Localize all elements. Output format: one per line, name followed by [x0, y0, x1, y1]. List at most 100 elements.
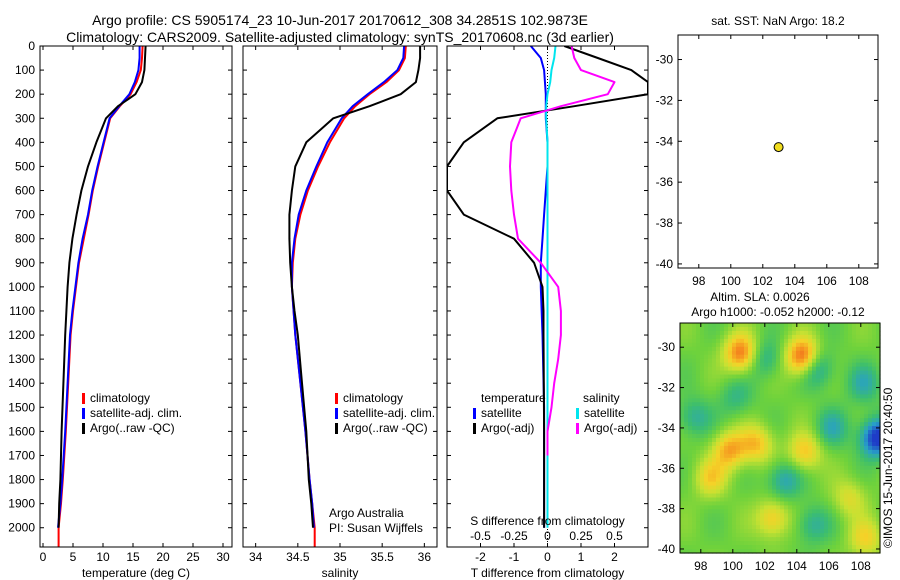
sla-heatmap-cell [692, 386, 697, 392]
sla-heatmap-cell [824, 481, 829, 487]
sla-heatmap-cell [872, 545, 877, 550]
sla-heatmap-cell [708, 549, 713, 554]
sla-heatmap-cell [748, 541, 753, 546]
sla-heatmap-cell [764, 441, 769, 447]
sla-heatmap-cell [684, 394, 689, 399]
sla-heatmap-cell [724, 323, 729, 328]
sla-heatmap-cell [740, 406, 745, 411]
sla-heatmap-cell [764, 465, 769, 471]
sla-heatmap-cell [680, 386, 685, 392]
sla-heatmap-cell [744, 390, 749, 395]
sla-heatmap-cell [788, 465, 793, 471]
sla-heatmap-cell [856, 457, 861, 463]
sla-heatmap-cell [732, 525, 737, 530]
sla-heatmap-cell [696, 489, 701, 495]
sla-heatmap-cell [692, 453, 697, 459]
sla-heatmap-cell [868, 366, 873, 372]
sla-heatmap-cell [712, 525, 717, 530]
sla-heatmap-cell [724, 374, 729, 380]
sla-heatmap-cell [712, 485, 717, 491]
sla-heatmap-cell [820, 465, 825, 471]
sla-heatmap-cell [692, 525, 697, 530]
sla-heatmap-cell [820, 441, 825, 447]
sla-heatmap-cell [732, 378, 737, 384]
sla-heatmap-cell [772, 545, 777, 550]
sla-heatmap-cell [776, 517, 781, 522]
sla-heatmap-cell [716, 386, 721, 392]
sla-heatmap-cell [692, 394, 697, 399]
sla-heatmap-cell [696, 525, 701, 530]
sla-heatmap-cell [792, 477, 797, 483]
sla-heatmap-cell [756, 342, 761, 348]
sla-heatmap-cell [844, 382, 849, 388]
sla-heatmap-cell [788, 366, 793, 372]
sla-heatmap-cell [740, 390, 745, 395]
sla-heatmap-cell [764, 529, 769, 534]
sla-heatmap-cell [716, 406, 721, 411]
sla-heatmap-cell [812, 338, 817, 344]
sla-heatmap-cell [808, 426, 813, 431]
sla-heatmap-cell [712, 445, 717, 451]
sla-heatmap-cell [760, 465, 765, 471]
sla-heatmap-cell [684, 346, 689, 352]
sla-heatmap-cell [844, 338, 849, 344]
sla-heatmap-cell [740, 414, 745, 419]
sla-heatmap-cell [820, 501, 825, 507]
sla-heatmap-cell [784, 517, 789, 522]
sla-heatmap-cell [720, 342, 725, 348]
sla-heatmap-cell [864, 469, 869, 475]
sla-heatmap-cell [836, 354, 841, 360]
sla-heatmap-cell [684, 521, 689, 526]
sla-heatmap-cell [728, 525, 733, 530]
sla-heatmap-cell [720, 445, 725, 451]
sla-heatmap-cell [824, 489, 829, 495]
sla-heatmap-cell [788, 390, 793, 395]
sla-heatmap-cell [836, 398, 841, 403]
sla-heatmap-cell [696, 457, 701, 463]
sla-heatmap-cell [804, 323, 809, 328]
sla-heatmap-cell [800, 358, 805, 364]
sla-heatmap-cell [800, 382, 805, 388]
sla-heatmap-cell [820, 493, 825, 499]
sla-heatmap-cell [696, 438, 701, 443]
sla-heatmap-cell [868, 323, 873, 328]
sla-heatmap-cell [732, 346, 737, 352]
sla-heatmap-cell [692, 461, 697, 467]
sla-heatmap-cell [876, 350, 881, 356]
sla-heatmap-cell [836, 414, 841, 419]
sla-map-x-tick-label: 102 [755, 559, 775, 573]
sla-heatmap-cell [796, 461, 801, 467]
sla-heatmap-cell [772, 537, 777, 542]
sla-heatmap-cell [712, 501, 717, 507]
sla-heatmap-cell [776, 497, 781, 503]
sla-heatmap-cell [756, 362, 761, 368]
sla-heatmap-cell [808, 521, 813, 526]
sla-heatmap-cell [784, 449, 789, 455]
sla-heatmap-cell [804, 398, 809, 403]
sla-heatmap-cell [772, 481, 777, 487]
sla-heatmap-cell [772, 529, 777, 534]
sla-heatmap-cell [700, 493, 705, 499]
sla-heatmap-cell [692, 398, 697, 403]
sla-heatmap-cell [836, 330, 841, 336]
sla-map-y-tick-label: -40 [658, 542, 676, 556]
sla-heatmap-cell [716, 501, 721, 507]
sla-heatmap-cell [692, 473, 697, 479]
sla-heatmap-cell [872, 521, 877, 526]
sla-heatmap-cell [776, 350, 781, 356]
sla-heatmap-cell [792, 406, 797, 411]
sla-heatmap-cell [752, 346, 757, 352]
sla-heatmap-cell [700, 362, 705, 368]
sla-heatmap-cell [768, 481, 773, 487]
sla-heatmap-cell [772, 430, 777, 435]
sla-heatmap-cell [768, 342, 773, 348]
sla-heatmap-cell [852, 330, 857, 336]
sla-heatmap-cell [828, 445, 833, 451]
sla-heatmap-cell [840, 545, 845, 550]
sla-heatmap-cell [792, 453, 797, 459]
sla-heatmap-cell [808, 323, 813, 328]
sla-heatmap-cell [704, 541, 709, 546]
sla-heatmap-cell [848, 406, 853, 411]
sla-heatmap-cell [796, 469, 801, 475]
sla-heatmap-cell [820, 338, 825, 344]
